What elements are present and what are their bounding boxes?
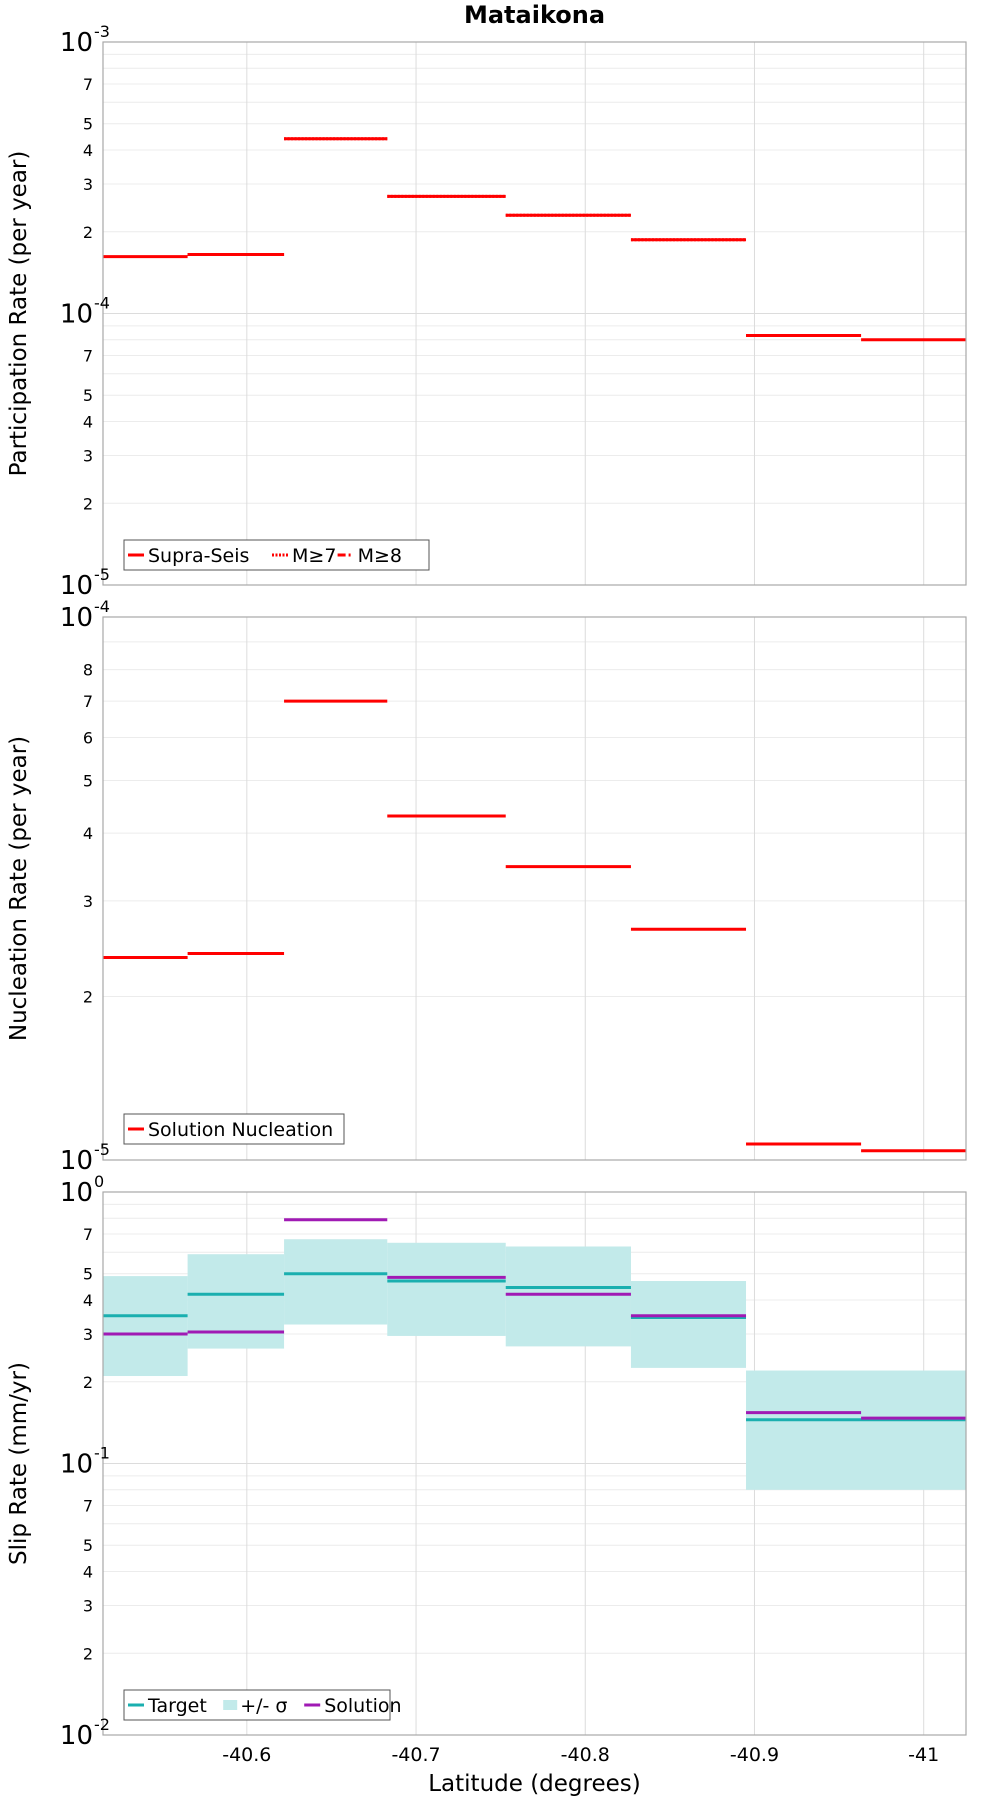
y-tick-label: 7 — [83, 1225, 93, 1244]
legend-entry-label: +/- σ — [240, 1695, 287, 1717]
y-tick-exponent: 0 — [94, 1172, 104, 1191]
x-tick-label: -40.9 — [730, 1744, 779, 1766]
sigma-band-segment — [746, 1370, 966, 1490]
legend-entry-label: M≥8 — [358, 545, 402, 567]
plot-frame — [102, 616, 967, 1161]
legend: Solution Nucleation — [123, 1113, 345, 1145]
sigma-band-segment — [103, 1276, 188, 1377]
sigma-band-segment — [630, 1281, 747, 1368]
y-tick-label: 3 — [83, 1596, 93, 1615]
y-tick-label: 2 — [83, 1644, 93, 1663]
y-tick-label: 7 — [83, 75, 93, 94]
x-axis-label: Latitude (degrees) — [428, 1771, 641, 1797]
y-tick-label: 5 — [83, 1265, 93, 1284]
x-tick-label: -41 — [908, 1744, 939, 1766]
y-tick-exponent: -2 — [94, 1715, 110, 1734]
y-axis-label: Slip Rate (mm/yr) — [6, 1362, 32, 1565]
legend-entry-label: M≥7 — [292, 545, 336, 567]
y-axis-label: Participation Rate (per year) — [6, 151, 32, 477]
legend-box — [123, 1689, 391, 1721]
sigma-band-segment — [284, 1239, 388, 1325]
legend-box — [123, 1113, 345, 1145]
y-tick-label: 10 — [60, 300, 93, 330]
x-tick-label: -40.6 — [222, 1744, 271, 1766]
legend: Target +/- σ Solution — [123, 1689, 402, 1721]
y-tick-label: 10 — [60, 1178, 93, 1208]
legend-swatch-band — [223, 1700, 238, 1710]
y-tick-label: 2 — [83, 1373, 93, 1392]
y-tick-label: 10 — [60, 571, 93, 601]
legend-entry-label: Supra-Seis — [148, 545, 249, 567]
y-tick-label: 10 — [60, 1146, 93, 1176]
y-tick-label: 4 — [83, 413, 93, 432]
y-axis-label: Nucleation Rate (per year) — [6, 736, 32, 1041]
y-tick-label: 3 — [83, 892, 93, 911]
sigma-band-segment — [505, 1246, 631, 1347]
y-tick-label: 2 — [83, 223, 93, 242]
y-tick-label: 6 — [83, 728, 93, 747]
y-tick-label: 4 — [83, 824, 93, 843]
legend-entry-label: Solution Nucleation — [148, 1119, 333, 1141]
plot-frame — [102, 41, 967, 586]
y-tick-label: 5 — [83, 115, 93, 134]
sigma-band-segment — [387, 1242, 506, 1336]
y-tick-label: 7 — [83, 692, 93, 711]
y-tick-label: 5 — [83, 771, 93, 790]
sigma-band-segment — [187, 1254, 285, 1349]
y-tick-label: 7 — [83, 347, 93, 366]
y-tick-label: 5 — [83, 1536, 93, 1555]
y-tick-label: 10 — [60, 1721, 93, 1751]
y-tick-label: 4 — [83, 1563, 93, 1582]
y-tick-exponent: -5 — [94, 565, 110, 584]
y-tick-exponent: -1 — [94, 1444, 110, 1463]
y-tick-label: 10 — [60, 28, 93, 58]
y-tick-label: 2 — [83, 494, 93, 513]
x-tick-label: -40.8 — [561, 1744, 610, 1766]
y-tick-exponent: -4 — [94, 294, 110, 313]
y-tick-label: 5 — [83, 386, 93, 405]
y-tick-label: 10 — [60, 603, 93, 633]
y-tick-exponent: -3 — [94, 22, 110, 41]
y-tick-label: 3 — [83, 446, 93, 465]
plot-frame — [102, 1191, 967, 1736]
legend-entry-label: Target — [147, 1695, 207, 1717]
y-tick-exponent: -4 — [94, 597, 110, 616]
y-tick-label: 8 — [83, 661, 93, 680]
y-tick-label: 4 — [83, 1291, 93, 1310]
chart-title: Mataikona — [464, 1, 605, 29]
legend-entry-label: Solution — [324, 1695, 401, 1717]
y-tick-label: 3 — [83, 1325, 93, 1344]
y-tick-label: 3 — [83, 175, 93, 194]
y-tick-label: 2 — [83, 988, 93, 1007]
legend: Supra-Seis M≥7 M≥8 — [123, 539, 430, 571]
y-tick-label: 7 — [83, 1497, 93, 1516]
y-tick-label: 4 — [83, 141, 93, 160]
y-tick-exponent: -5 — [94, 1140, 110, 1159]
x-tick-label: -40.7 — [391, 1744, 440, 1766]
y-tick-label: 10 — [60, 1450, 93, 1480]
